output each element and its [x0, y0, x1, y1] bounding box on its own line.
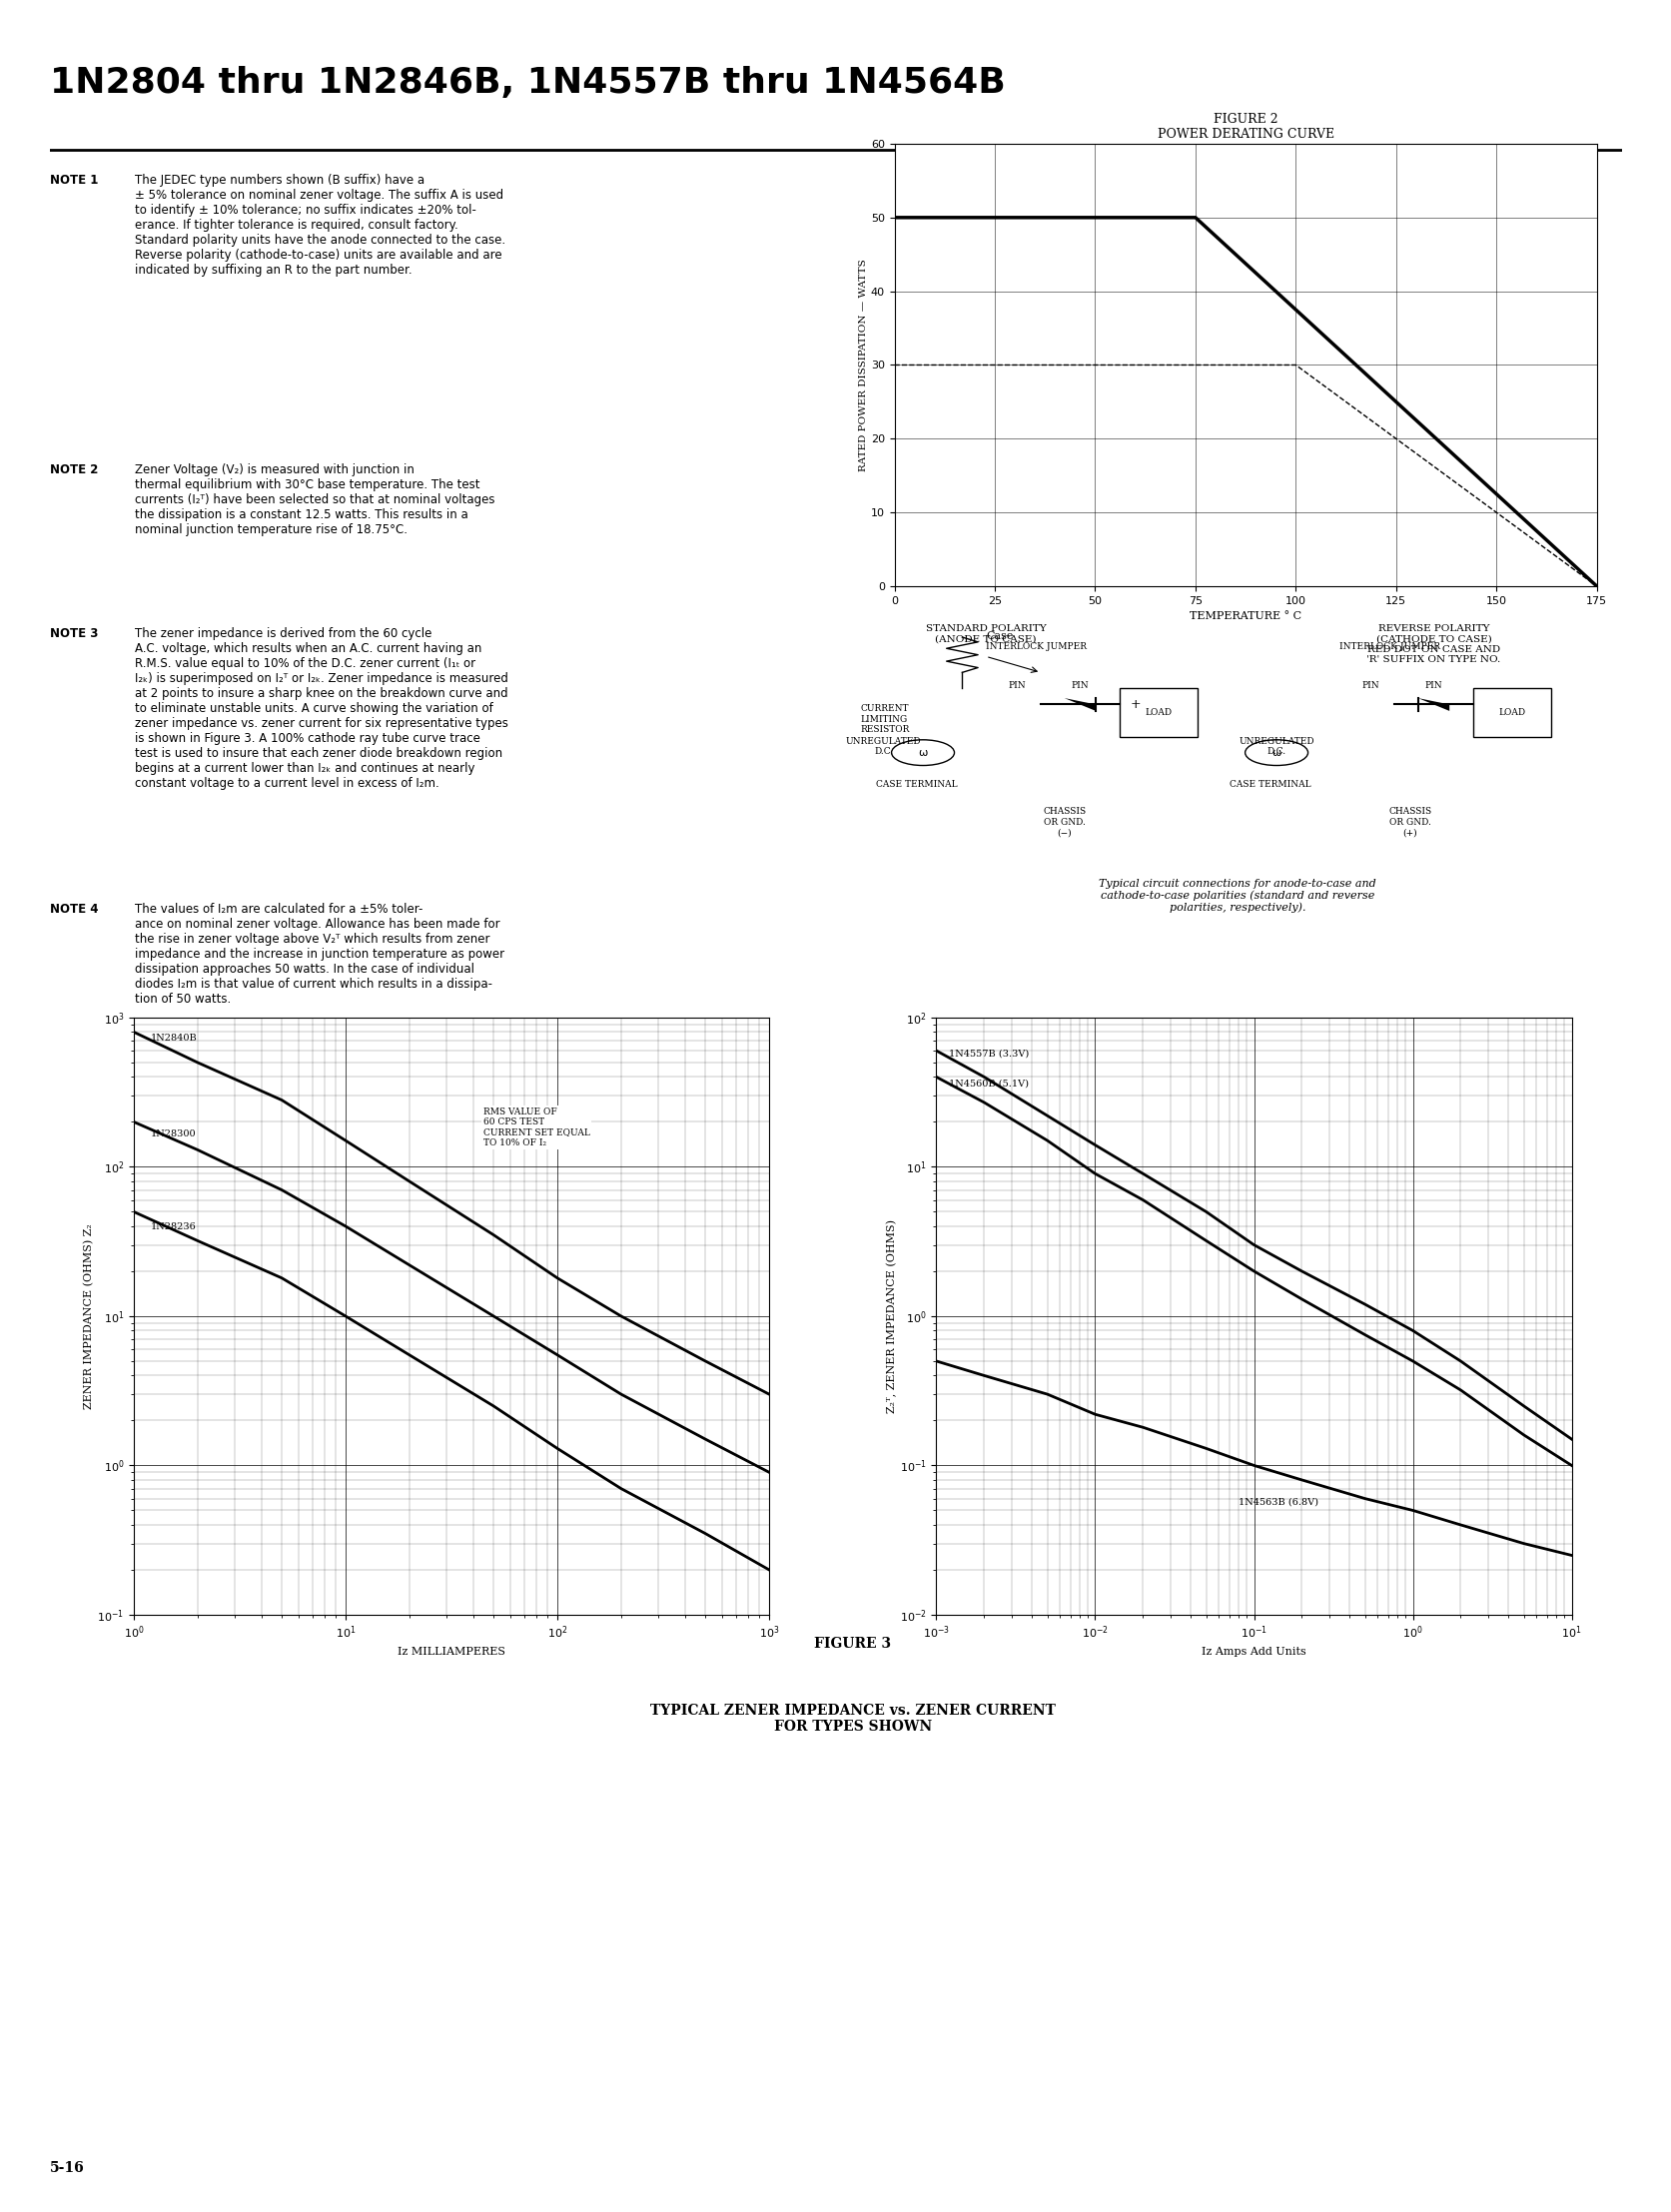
Text: CURRENT
LIMITING
RESISTOR: CURRENT LIMITING RESISTOR [859, 703, 909, 734]
Text: 1N2840B: 1N2840B [150, 1033, 197, 1042]
Text: PIN: PIN [1424, 681, 1442, 690]
Text: 1N28236: 1N28236 [150, 1223, 196, 1232]
Text: LOAD: LOAD [1497, 708, 1526, 717]
Text: Typical circuit connections for anode-to-case and
cathode-to-case polarities (st: Typical circuit connections for anode-to… [1098, 878, 1375, 914]
Text: REVERSE POLARITY
(CATHODE TO CASE)
RED DOT ON CASE AND
'R' SUFFIX ON TYPE NO.: REVERSE POLARITY (CATHODE TO CASE) RED D… [1365, 624, 1501, 664]
Y-axis label: Z₂ᵀ, ZENER IMPEDANCE (OHMS): Z₂ᵀ, ZENER IMPEDANCE (OHMS) [886, 1219, 896, 1413]
Text: 1N4563B (6.8V): 1N4563B (6.8V) [1238, 1498, 1318, 1506]
Text: RMS VALUE OF
60 CPS TEST
CURRENT SET EQUAL
TO 10% OF I₂: RMS VALUE OF 60 CPS TEST CURRENT SET EQU… [483, 1106, 590, 1148]
Text: UNREGULATED
D.C.: UNREGULATED D.C. [846, 737, 921, 757]
Text: CHASSIS
OR GND.
(−): CHASSIS OR GND. (−) [1043, 807, 1084, 836]
Text: PIN: PIN [1008, 681, 1026, 690]
Text: NOTE 4: NOTE 4 [50, 902, 99, 916]
Text: LOAD: LOAD [1145, 708, 1171, 717]
Text: The values of I₂m are calculated for a ±5% toler-
ance on nominal zener voltage.: The values of I₂m are calculated for a ±… [135, 902, 505, 1004]
X-axis label: Iz MILLIAMPERES: Iz MILLIAMPERES [398, 1646, 505, 1657]
Text: 1N28300: 1N28300 [150, 1130, 196, 1139]
Text: 5-16: 5-16 [50, 2161, 85, 2174]
Text: TYPICAL ZENER IMPEDANCE vs. ZENER CURRENT
FOR TYPES SHOWN: TYPICAL ZENER IMPEDANCE vs. ZENER CURREN… [650, 1703, 1054, 1734]
X-axis label: TEMPERATURE ° C: TEMPERATURE ° C [1190, 611, 1300, 622]
Text: STANDARD POLARITY
(ANODE TO CASE): STANDARD POLARITY (ANODE TO CASE) [926, 624, 1046, 644]
Text: 1N4560B (5.1V): 1N4560B (5.1V) [949, 1079, 1028, 1088]
Text: ω: ω [917, 748, 927, 759]
Bar [1120, 688, 1196, 737]
Text: Case: Case [986, 630, 1013, 641]
Text: PIN: PIN [1362, 681, 1379, 690]
Bar [1472, 688, 1551, 737]
Text: 1N2804 thru 1N2846B, 1N4557B thru 1N4564B: 1N2804 thru 1N2846B, 1N4557B thru 1N4564… [50, 66, 1006, 100]
Text: UNREGULATED
D.C.: UNREGULATED D.C. [1238, 737, 1313, 757]
Text: CHASSIS
OR GND.
(+): CHASSIS OR GND. (+) [1389, 807, 1430, 836]
Text: INTERLOCK JUMPER: INTERLOCK JUMPER [986, 641, 1086, 650]
Text: 1N4557B (3.3V): 1N4557B (3.3V) [949, 1048, 1028, 1057]
Text: +: + [1130, 699, 1140, 710]
Text: CASE TERMINAL: CASE TERMINAL [1228, 781, 1310, 790]
Title: FIGURE 2
POWER DERATING CURVE: FIGURE 2 POWER DERATING CURVE [1156, 113, 1333, 142]
Text: INTERLOCK JUMPER: INTERLOCK JUMPER [1338, 641, 1439, 650]
Text: CASE TERMINAL: CASE TERMINAL [876, 781, 957, 790]
Polygon shape [1417, 699, 1449, 710]
Polygon shape [1064, 699, 1095, 710]
Text: NOTE 2: NOTE 2 [50, 465, 99, 476]
Text: The zener impedance is derived from the 60 cycle
A.C. voltage, which results whe: The zener impedance is derived from the … [135, 628, 508, 790]
Text: ω: ω [1272, 748, 1280, 759]
X-axis label: Iz Amps Add Units: Iz Amps Add Units [1201, 1646, 1305, 1657]
Y-axis label: RATED POWER DISSIPATION — WATTS: RATED POWER DISSIPATION — WATTS [859, 259, 867, 471]
Text: Zener Voltage (V₂) is measured with junction in
thermal equilibrium with 30°C ba: Zener Voltage (V₂) is measured with junc… [135, 465, 495, 538]
Text: The JEDEC type numbers shown (B suffix) have a
± 5% tolerance on nominal zener v: The JEDEC type numbers shown (B suffix) … [135, 173, 505, 276]
Text: NOTE 3: NOTE 3 [50, 628, 99, 641]
Y-axis label: ZENER IMPEDANCE (OHMS) Z₂: ZENER IMPEDANCE (OHMS) Z₂ [84, 1223, 94, 1409]
Text: FIGURE 3: FIGURE 3 [814, 1637, 891, 1650]
Text: PIN: PIN [1071, 681, 1088, 690]
Text: NOTE 1: NOTE 1 [50, 173, 99, 186]
